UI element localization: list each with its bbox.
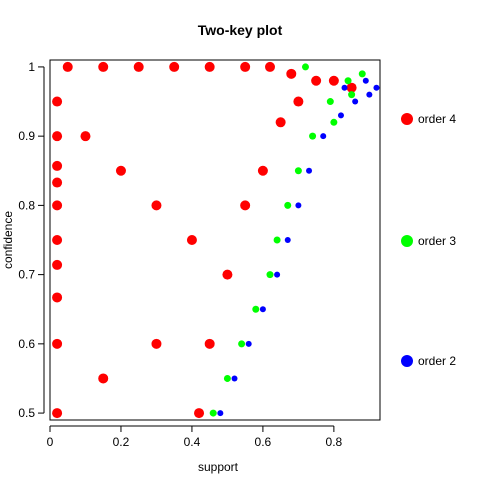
data-point <box>284 237 291 243</box>
legend-marker <box>401 235 413 247</box>
data-point <box>326 98 334 106</box>
data-point <box>240 200 251 211</box>
x-tick-label: 0 <box>47 435 54 449</box>
data-point <box>52 259 63 270</box>
data-point <box>52 408 63 419</box>
x-axis: 0 0.2 0.4 0.6 0.8 <box>47 425 343 449</box>
data-point <box>348 91 356 99</box>
x-tick-label: 0.6 <box>255 435 272 449</box>
data-point <box>294 167 302 175</box>
y-tick-label: 0.8 <box>18 198 35 212</box>
legend: order 4 order 3 order 2 <box>401 112 456 368</box>
data-point <box>231 375 238 382</box>
data-point <box>222 269 233 280</box>
data-point <box>240 61 251 72</box>
chart-title: Two-key plot <box>198 22 283 38</box>
data-points <box>52 61 380 419</box>
data-point <box>209 409 217 417</box>
data-point <box>62 61 73 72</box>
data-point <box>115 165 126 176</box>
data-point <box>52 235 63 245</box>
data-point <box>223 374 231 382</box>
data-point <box>238 340 246 348</box>
y-axis: 0.5 0.6 0.7 0.8 0.9 1 <box>18 60 45 420</box>
data-point <box>286 68 297 79</box>
data-point <box>330 118 338 126</box>
data-point <box>366 91 373 98</box>
data-point <box>98 373 109 384</box>
data-point <box>80 131 91 142</box>
y-tick-label: 0.7 <box>18 268 35 282</box>
data-point <box>273 236 281 244</box>
data-point <box>259 306 266 313</box>
x-tick-label: 0.8 <box>326 435 343 449</box>
data-point <box>52 338 63 349</box>
y-tick-label: 0.5 <box>18 406 35 420</box>
data-point <box>284 201 292 209</box>
x-tick-label: 0.2 <box>113 435 130 449</box>
data-point <box>362 77 369 84</box>
data-point <box>274 271 281 278</box>
legend-label: order 3 <box>418 234 456 248</box>
y-tick-label: 0.9 <box>18 129 35 143</box>
series-order-2 <box>217 77 380 417</box>
data-point <box>204 338 215 349</box>
data-point <box>151 338 162 349</box>
data-point <box>204 61 215 72</box>
legend-item: order 3 <box>401 234 456 248</box>
data-point <box>309 132 317 140</box>
legend-marker <box>401 113 413 125</box>
data-point <box>301 63 309 71</box>
data-point <box>328 75 339 86</box>
data-point <box>257 165 268 176</box>
data-point <box>98 61 109 72</box>
data-point <box>52 200 63 211</box>
data-point <box>52 177 63 188</box>
data-point <box>186 235 197 245</box>
data-point <box>265 61 275 72</box>
legend-item: order 2 <box>401 354 456 368</box>
data-point <box>133 61 144 72</box>
data-point <box>169 61 180 72</box>
data-point <box>252 305 260 313</box>
x-axis-label: support <box>198 460 239 474</box>
data-point <box>52 160 63 171</box>
data-point <box>217 410 224 417</box>
data-point <box>352 98 359 105</box>
data-point <box>151 200 162 211</box>
series-order-3 <box>209 63 366 417</box>
legend-label: order 4 <box>418 112 456 126</box>
data-point <box>311 75 322 86</box>
data-point <box>275 117 286 128</box>
legend-marker <box>401 355 413 367</box>
data-point <box>373 84 380 91</box>
series-order-4 <box>52 61 357 419</box>
data-point <box>52 96 63 107</box>
data-point <box>346 82 357 93</box>
data-point <box>295 202 302 209</box>
data-point <box>245 340 252 347</box>
data-point <box>52 131 63 142</box>
data-point <box>194 408 205 419</box>
data-point <box>344 77 352 85</box>
data-point <box>266 271 274 279</box>
x-tick-label: 0.4 <box>184 435 201 449</box>
data-point <box>320 133 327 140</box>
data-point <box>337 112 344 119</box>
plot-frame <box>49 59 381 421</box>
data-point <box>306 167 313 174</box>
y-axis-label: confidence <box>1 211 15 269</box>
data-point <box>52 292 63 303</box>
legend-item: order 4 <box>401 112 456 126</box>
data-point <box>341 84 348 91</box>
legend-label: order 2 <box>418 354 456 368</box>
y-tick-label: 1 <box>28 60 35 74</box>
data-point <box>358 70 366 78</box>
y-tick-label: 0.6 <box>18 337 35 351</box>
data-point <box>293 96 304 107</box>
